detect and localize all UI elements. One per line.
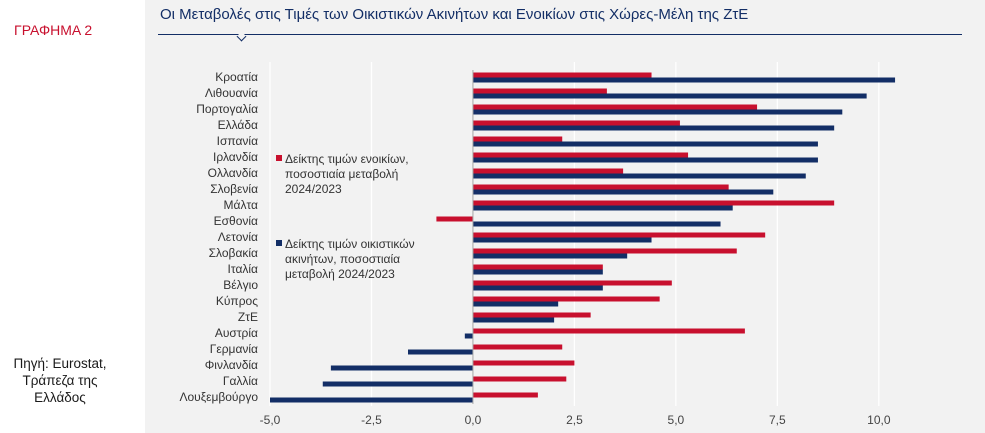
bar-rent	[472, 248, 737, 254]
source-label: Πηγή: Eurostat, Τράπεζα της Ελλάδος	[13, 356, 107, 405]
bar-rent	[436, 216, 473, 222]
bar-house	[472, 93, 867, 99]
bar-rent	[472, 296, 660, 302]
bar-rent	[472, 152, 689, 158]
bar-rent	[472, 344, 563, 350]
chart-title: Οι Μεταβολές στις Τιμές των Οικιστικών Α…	[160, 6, 749, 23]
bar-house	[472, 77, 896, 83]
bar-rent	[472, 120, 680, 126]
category-label: Ιταλία	[228, 262, 259, 276]
category-label: Λουξεμβούργο	[179, 390, 258, 404]
bar-house	[472, 205, 733, 211]
category-label: Πορτογαλία	[196, 102, 258, 116]
bar-house	[472, 125, 835, 131]
bar-rent	[472, 360, 575, 366]
category-label: Εσθονία	[214, 214, 258, 228]
category-label: Κροατία	[215, 70, 258, 84]
bar-house	[472, 141, 818, 147]
x-tick-label: 2,5	[566, 413, 583, 427]
legend-marker-rent	[276, 155, 282, 161]
bar-house	[472, 189, 774, 195]
category-label: Αυστρία	[215, 326, 258, 340]
bar-house	[330, 365, 473, 371]
legend-label-rent: Δείκτης τιμών ενοικίων, ποσοστιαία μεταβ…	[285, 152, 409, 196]
category-label: Μάλτα	[224, 198, 259, 212]
category-label: Γερμανία	[210, 342, 258, 356]
bar-rent	[472, 392, 538, 398]
bar-house	[472, 269, 603, 275]
bar-house	[408, 349, 473, 355]
category-label: Φινλανδία	[205, 358, 258, 372]
left-panel: ΓΡΑΦΗΜΑ 2 Πηγή: Eurostat, Τράπεζα της Ελ…	[0, 0, 145, 433]
category-label: ΖτΕ	[238, 310, 258, 324]
bar-rent	[472, 376, 567, 382]
category-label: Ισπανία	[217, 134, 258, 148]
x-tick-label: 0,0	[465, 413, 482, 427]
x-tick-label: 7,5	[769, 413, 786, 427]
bar-rent	[472, 264, 603, 270]
category-label: Λιθουανία	[205, 86, 258, 100]
bar-rent	[472, 200, 835, 206]
figure-label: ΓΡΑΦΗΜΑ 2	[14, 22, 93, 38]
bar-house	[472, 237, 652, 243]
category-label: Σλοβακία	[209, 246, 258, 260]
category-label: Ιρλανδία	[213, 150, 258, 164]
bar-rent	[472, 232, 766, 238]
x-tick-label: 10,0	[867, 413, 891, 427]
category-label: Λετονία	[218, 230, 258, 244]
bar-rent	[472, 328, 745, 334]
category-label: Σλοβενία	[210, 182, 258, 196]
legend-item-house: Δείκτης τιμών οικιστικών ακινήτων, ποσοσ…	[276, 237, 436, 282]
legend-marker-house	[276, 240, 282, 246]
bar-rent	[472, 72, 652, 78]
bar-house	[270, 397, 473, 403]
bar-rent	[472, 136, 563, 142]
legend-label-house: Δείκτης τιμών οικιστικών ακινήτων, ποσοσ…	[285, 237, 415, 281]
bar-rent	[472, 88, 607, 94]
title-rule	[158, 34, 962, 35]
x-tick-label: -5,0	[260, 413, 281, 427]
bar-house	[472, 157, 818, 163]
bar-house	[472, 317, 555, 323]
bar-house	[472, 285, 603, 291]
bar-house	[472, 173, 806, 179]
bar-house	[472, 253, 628, 259]
x-tick-label: 5,0	[668, 413, 685, 427]
bar-rent	[472, 280, 672, 286]
category-label: Κύπρος	[216, 294, 258, 308]
bar-rent	[472, 168, 624, 174]
bar-rent	[472, 184, 729, 190]
bar-house	[472, 301, 559, 307]
category-label: Βέλγιο	[223, 278, 258, 292]
bar-house	[464, 333, 473, 339]
bar-house	[472, 109, 843, 115]
legend-item-rent: Δείκτης τιμών ενοικίων, ποσοστιαία μεταβ…	[276, 152, 436, 197]
bar-rent	[472, 104, 758, 110]
category-label: Γαλλία	[223, 374, 258, 388]
bar-rent	[472, 312, 591, 318]
bar-house	[322, 381, 473, 387]
bar-house	[472, 221, 721, 227]
x-tick-label: -2,5	[361, 413, 382, 427]
category-label: Ελλάδα	[218, 118, 258, 132]
category-label: Ολλανδία	[208, 166, 258, 180]
